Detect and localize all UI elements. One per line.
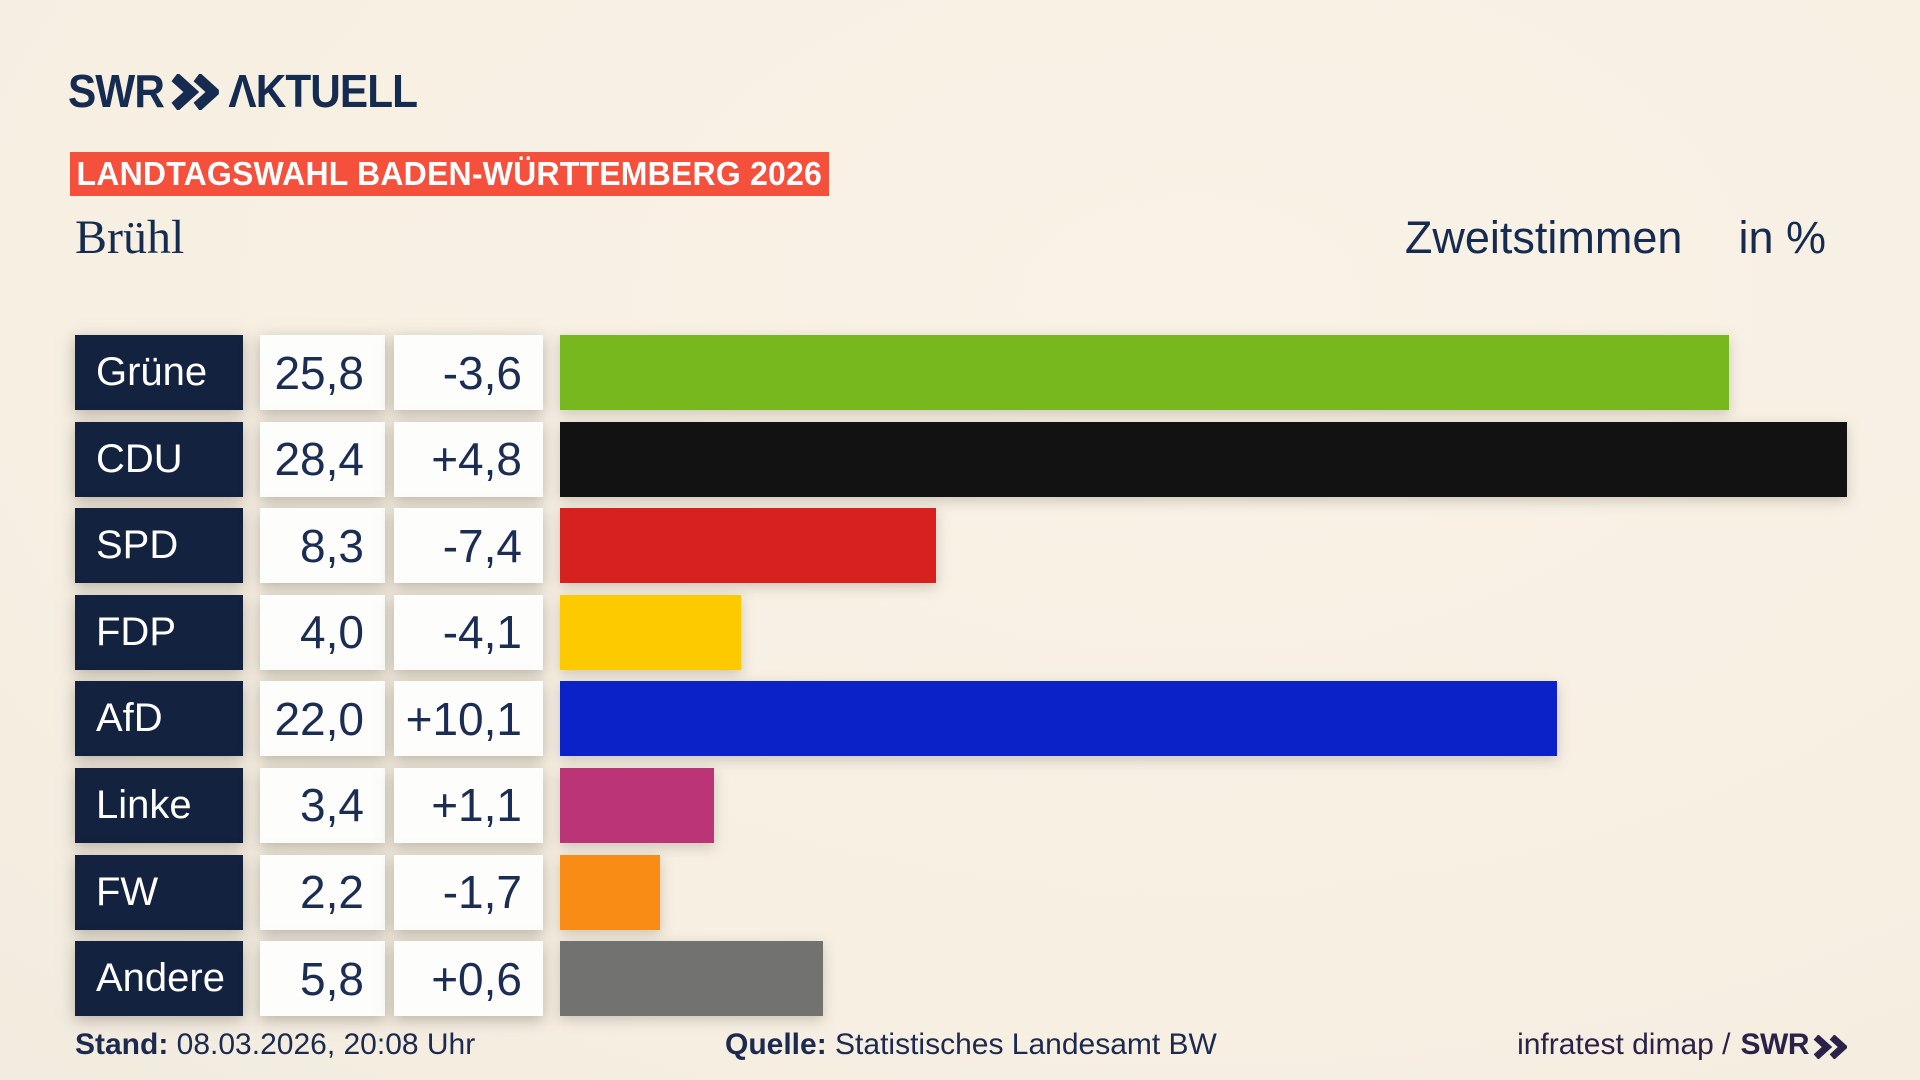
- stand-timestamp: Stand: 08.03.2026, 20:08 Uhr: [75, 1028, 475, 1062]
- party-label: AfD: [75, 681, 243, 757]
- results-bar-chart: Grüne 25,8 -3,6 CDU 28,4 +4,8 SPD 8,3 -7…: [75, 335, 1920, 1017]
- stand-label: Stand:: [75, 1028, 169, 1061]
- party-delta: +1,1: [394, 767, 543, 843]
- party-row-fw: FW 2,2 -1,7: [75, 854, 1920, 930]
- election-badge: LANDTAGSWAHL BADEN-WÜRTTEMBERG 2026: [70, 152, 829, 196]
- party-delta: -7,4: [394, 508, 543, 584]
- party-row-spd: SPD 8,3 -7,4: [75, 508, 1920, 584]
- party-value: 28,4: [260, 421, 385, 497]
- party-label: Linke: [75, 767, 243, 843]
- party-value: 25,8: [260, 335, 385, 410]
- credit-text: infratest dimap /: [1517, 1028, 1731, 1061]
- measure-unit: in %: [1738, 212, 1826, 263]
- bar-afd: [560, 681, 1557, 757]
- party-delta: +4,8: [394, 421, 543, 497]
- party-value: 8,3: [260, 508, 385, 584]
- title-row: Brühl Zweitstimmen in %: [75, 214, 1826, 262]
- party-delta: -4,1: [394, 594, 543, 670]
- bar-andere: [560, 941, 823, 1017]
- party-label: Grüne: [75, 335, 243, 410]
- party-row-linke: Linke 3,4 +1,1: [75, 767, 1920, 843]
- party-label: SPD: [75, 508, 243, 584]
- party-label: CDU: [75, 421, 243, 497]
- party-label: Andere: [75, 941, 243, 1017]
- party-delta: -1,7: [394, 854, 543, 930]
- bar-fdp: [560, 594, 741, 670]
- party-delta: +10,1: [394, 681, 543, 757]
- footer: Stand: 08.03.2026, 20:08 Uhr Quelle: Sta…: [75, 1028, 1847, 1062]
- source-label: Quelle:: [725, 1028, 827, 1061]
- double-chevron-icon: [171, 74, 220, 110]
- party-row-cdu: CDU 28,4 +4,8: [75, 421, 1920, 497]
- measure-title: Zweitstimmen in %: [1405, 215, 1826, 260]
- party-value: 5,8: [260, 941, 385, 1017]
- party-value: 4,0: [260, 594, 385, 670]
- election-badge-text: LANDTAGSWAHL BADEN-WÜRTTEMBERG 2026: [76, 155, 823, 192]
- swr-footer-logo: SWR: [1740, 1028, 1810, 1061]
- party-delta: -3,6: [394, 335, 543, 410]
- bar-cdu: [560, 421, 1847, 497]
- stand-value: 08.03.2026, 20:08 Uhr: [176, 1028, 476, 1061]
- party-delta: +0,6: [394, 941, 543, 1017]
- bar-spd: [560, 508, 936, 584]
- party-label: FDP: [75, 594, 243, 670]
- aktuell-logo-text: ΛKTUELL: [228, 65, 418, 117]
- party-label: FW: [75, 854, 243, 930]
- measure-label: Zweitstimmen: [1404, 212, 1683, 263]
- swr-aktuell-logo: SWR ΛKTUELL: [68, 64, 418, 118]
- party-value: 2,2: [260, 854, 385, 930]
- municipality-title: Brühl: [75, 211, 185, 264]
- party-row-grüne: Grüne 25,8 -3,6: [75, 335, 1920, 410]
- party-row-fdp: FDP 4,0 -4,1: [75, 594, 1920, 670]
- credit-note: infratest dimap / SWR: [1517, 1028, 1847, 1062]
- source-value: Statistisches Landesamt BW: [835, 1028, 1217, 1061]
- party-value: 22,0: [260, 681, 385, 757]
- bar-linke: [560, 767, 714, 843]
- bar-fw: [560, 854, 660, 930]
- party-row-afd: AfD 22,0 +10,1: [75, 681, 1920, 757]
- source-note: Quelle: Statistisches Landesamt BW: [725, 1028, 1217, 1062]
- swr-logo-text: SWR: [68, 65, 165, 117]
- party-row-andere: Andere 5,8 +0,6: [75, 941, 1920, 1017]
- double-chevron-icon: [1813, 1034, 1847, 1059]
- bar-grüne: [560, 335, 1729, 410]
- party-value: 3,4: [260, 767, 385, 843]
